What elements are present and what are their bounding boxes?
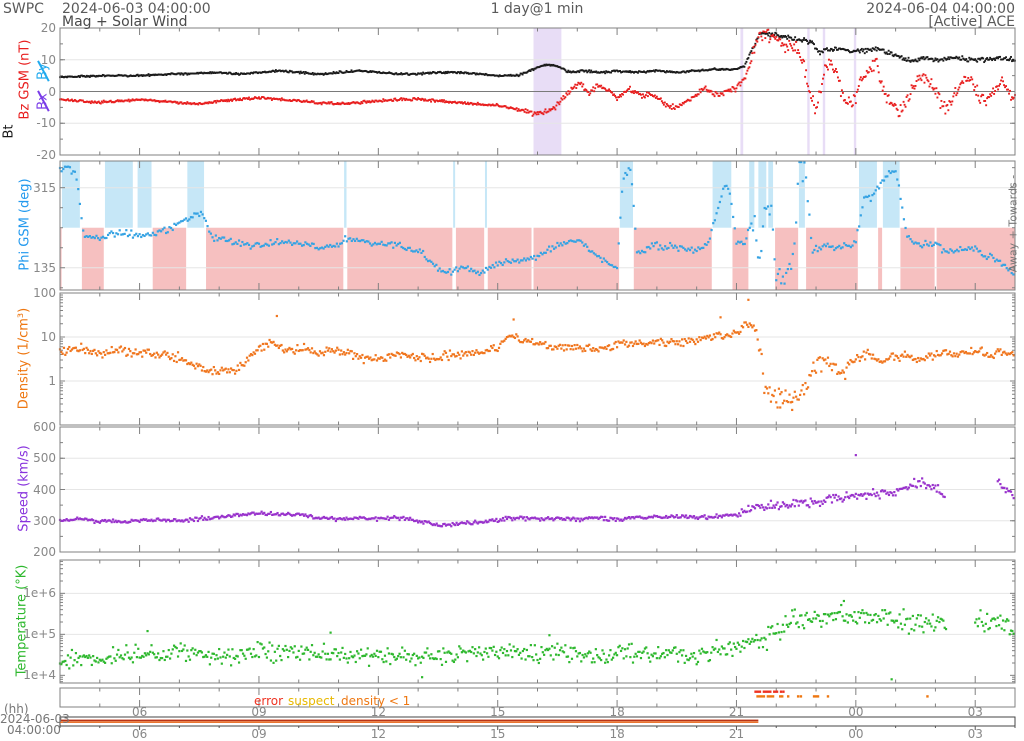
timeline-bar	[59, 716, 1016, 730]
error-flag-marks	[754, 690, 785, 693]
hour-label-row2-15: 15	[490, 727, 506, 741]
away-sector-fill	[455, 227, 485, 290]
toward-sector-fill	[453, 161, 456, 228]
away-sector-fill	[900, 227, 935, 290]
y-tick-phi-315: 315	[33, 180, 56, 195]
legend-suspect: suspect	[288, 694, 335, 708]
swpc-logo-text: SWPC	[3, 1, 44, 17]
y-tick-speed-300: 300	[33, 513, 56, 528]
hour-label-row2-21: 21	[728, 727, 745, 741]
y-tick-speed-600: 600	[33, 420, 56, 434]
away-sector-fill	[81, 227, 104, 290]
y-tick-phi-135: 135	[33, 260, 56, 275]
timeline-filled-light	[60, 721, 759, 723]
y-tick-mag-10: 10	[40, 52, 56, 67]
hour-label-row1-12: 12	[370, 705, 386, 719]
y-tick-speed-400: 400	[33, 482, 56, 497]
hour-label-row2-03: 03	[967, 727, 983, 741]
axis-label-bt: Bt	[1, 124, 17, 139]
flag-strip	[59, 687, 1016, 708]
toward-sector-fill	[768, 161, 774, 228]
toward-sector-fill	[758, 161, 767, 228]
y-tick-mag-20: 20	[40, 21, 56, 35]
away-sector-fill	[206, 227, 344, 290]
y-tick-mag-0: 0	[48, 84, 56, 99]
hour-label-row2-06: 06	[131, 727, 148, 741]
away-sector-fill	[732, 227, 749, 290]
resolution-label: 1 day@1 min	[490, 1, 584, 17]
start-datetime: 2024-06-03 04:00:00	[62, 1, 211, 17]
away-sector-fill	[347, 227, 453, 290]
series-phi	[58, 160, 1015, 285]
axis-label-density: Density (1/cm³)	[16, 307, 32, 410]
y-tick-temp-1e+4: 1e+4	[23, 668, 56, 683]
timeline-filled-dark	[60, 719, 759, 722]
page-title: Mag + Solar Wind	[62, 14, 188, 30]
series-density	[58, 298, 1015, 412]
hour-label-row1-00: 00	[848, 705, 864, 719]
y-tick-temp-1e+5: 1e+5	[23, 627, 56, 642]
axis-label-sector-direction: Away + Towards -	[1006, 174, 1020, 273]
y-tick-mag--20: -20	[36, 148, 56, 162]
hours-unit-label: (hh)	[4, 702, 29, 716]
toward-sector-fill	[798, 161, 805, 228]
hour-label-row1-21: 21	[728, 705, 745, 719]
end-datetime: 2024-06-04 04:00:00	[866, 1, 1015, 17]
away-sector-fill	[60, 227, 62, 290]
y-tick-density-10: 10	[40, 330, 56, 344]
panel-temp	[58, 559, 1016, 684]
legend-density-lt1: density < 1	[341, 694, 411, 708]
toward-sector-fill	[137, 161, 152, 228]
series-bz	[59, 28, 1016, 118]
hour-label-row1-15: 15	[490, 705, 506, 719]
away-sector-fill	[878, 227, 883, 290]
legend-error: error	[254, 694, 284, 708]
hour-label-row1-18: 18	[609, 705, 625, 719]
away-sector-fill	[633, 227, 712, 290]
hour-label-row2-18: 18	[609, 727, 625, 741]
y-tick-speed-200: 200	[33, 545, 56, 559]
away-sector-fill	[775, 227, 799, 290]
hour-label-row2-09: 09	[251, 727, 267, 741]
hour-label-row1-03: 03	[967, 705, 983, 719]
y-tick-density-1: 1	[48, 374, 56, 388]
hour-label-row2-00: 00	[848, 727, 864, 741]
series-bt	[59, 31, 1016, 79]
axis-start-date: 2024-06-03	[0, 712, 70, 726]
hour-label-row1-06: 06	[131, 705, 148, 719]
y-tick-density-100: 100	[33, 286, 56, 300]
source-status-label: [Active] ACE	[928, 14, 1015, 30]
away-sector-fill	[533, 227, 620, 290]
toward-sector-fill	[61, 161, 80, 228]
y-tick-mag--10: -10	[36, 116, 56, 131]
toward-sector-fill	[712, 161, 732, 228]
y-tick-speed-500: 500	[33, 451, 56, 466]
panel-phi	[58, 160, 1016, 291]
panel-density	[58, 292, 1016, 426]
away-sector-fill	[152, 227, 187, 290]
away-sector-fill	[806, 227, 858, 290]
toward-sector-fill	[104, 161, 133, 228]
toward-sector-fill	[484, 161, 487, 228]
series-speed	[58, 454, 1015, 528]
toward-sector-fill	[344, 161, 347, 228]
toward-sector-fill	[749, 161, 755, 228]
density-lt1-flag-marks	[756, 695, 929, 698]
panel-mag	[59, 27, 1016, 156]
toward-sector-fill	[882, 161, 900, 228]
toward-sector-fill	[859, 161, 877, 228]
series-temperature	[58, 599, 1015, 681]
toward-sector-fill	[187, 161, 205, 228]
away-sector-fill	[936, 227, 1015, 290]
panel-speed	[58, 426, 1016, 553]
hour-label-row2-12: 12	[370, 727, 386, 741]
axis-start-time: 04:00:00	[7, 723, 61, 737]
y-tick-temp-1e+6: 1e+6	[23, 586, 56, 601]
toward-sector-fill	[619, 161, 633, 228]
hour-label-row1-09: 09	[251, 705, 267, 719]
